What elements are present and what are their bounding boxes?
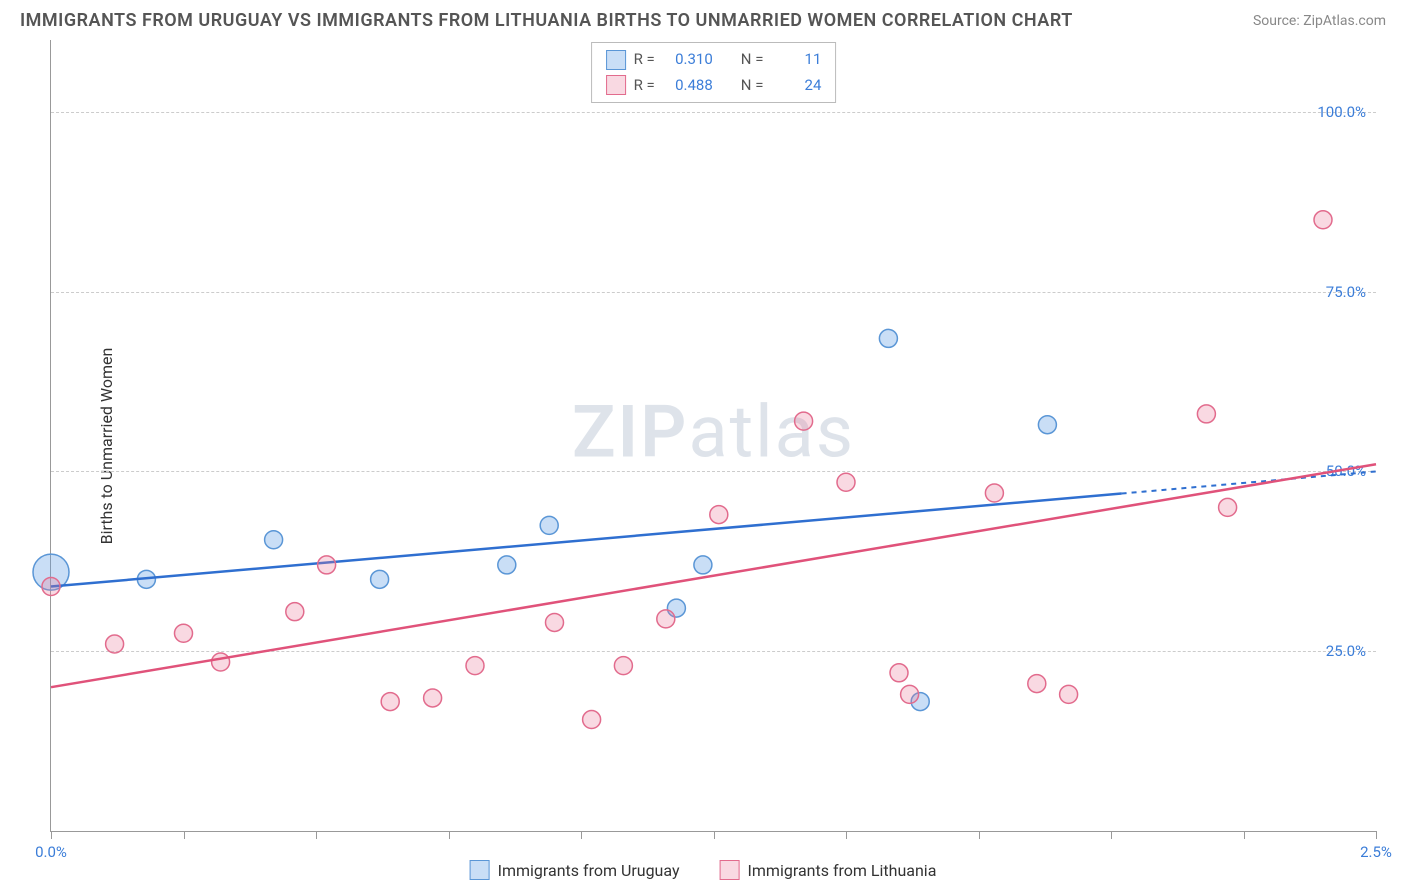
r-value-lithuania: 0.488: [663, 73, 713, 99]
n-value-lithuania: 24: [771, 73, 821, 99]
data-point: [901, 685, 919, 703]
scatter-svg: [51, 40, 1376, 831]
data-point: [106, 635, 124, 653]
data-point: [540, 516, 558, 534]
data-point: [1028, 675, 1046, 693]
legend-label-uruguay: Immigrants from Uruguay: [498, 861, 680, 880]
trend-line-extrapolated: [1122, 471, 1376, 493]
data-point: [1197, 405, 1215, 423]
data-point: [837, 473, 855, 491]
data-point: [371, 570, 389, 588]
x-tick: [449, 831, 450, 839]
data-point: [1219, 498, 1237, 516]
x-tick-label: 0.0%: [35, 843, 67, 861]
legend-item-uruguay: Immigrants from Uruguay: [470, 860, 680, 880]
data-point: [879, 329, 897, 347]
legend-row-uruguay: R = 0.310 N = 11: [606, 47, 822, 73]
data-point: [985, 484, 1003, 502]
legend-row-lithuania: R = 0.488 N = 24: [606, 73, 822, 99]
swatch-lithuania: [606, 75, 626, 95]
data-point: [498, 556, 516, 574]
data-point: [286, 603, 304, 621]
source-label: Source: ZipAtlas.com: [1253, 13, 1386, 29]
x-tick: [1244, 831, 1245, 839]
chart-title: IMMIGRANTS FROM URUGUAY VS IMMIGRANTS FR…: [20, 10, 1073, 31]
data-point: [42, 578, 60, 596]
data-point: [583, 711, 601, 729]
data-point: [1060, 685, 1078, 703]
n-label: N =: [741, 47, 764, 73]
trend-line: [51, 464, 1376, 687]
x-tick: [846, 831, 847, 839]
data-point: [212, 653, 230, 671]
data-point: [175, 624, 193, 642]
n-value-uruguay: 11: [771, 47, 821, 73]
x-tick: [714, 831, 715, 839]
data-point: [694, 556, 712, 574]
data-point: [381, 693, 399, 711]
legend-item-lithuania: Immigrants from Lithuania: [720, 860, 937, 880]
data-point: [546, 613, 564, 631]
r-label: R =: [634, 73, 655, 99]
x-tick: [316, 831, 317, 839]
trend-line: [51, 494, 1122, 587]
x-tick: [1376, 831, 1377, 839]
x-tick-label: 2.5%: [1360, 843, 1392, 861]
data-point: [466, 657, 484, 675]
x-tick: [581, 831, 582, 839]
data-point: [424, 689, 442, 707]
data-point: [614, 657, 632, 675]
legend-label-lithuania: Immigrants from Lithuania: [748, 861, 937, 880]
series-legend: Immigrants from Uruguay Immigrants from …: [470, 860, 937, 880]
swatch-uruguay: [606, 50, 626, 70]
x-tick: [51, 831, 52, 839]
data-point: [657, 610, 675, 628]
data-point: [710, 506, 728, 524]
x-tick: [1111, 831, 1112, 839]
data-point: [795, 412, 813, 430]
n-label: N =: [741, 73, 764, 99]
data-point: [1038, 416, 1056, 434]
chart-plot-area: ZIPatlas 25.0%50.0%75.0%100.0% 0.0%2.5% …: [50, 40, 1376, 832]
correlation-legend: R = 0.310 N = 11 R = 0.488 N = 24: [591, 42, 837, 103]
x-tick: [184, 831, 185, 839]
r-label: R =: [634, 47, 655, 73]
data-point: [890, 664, 908, 682]
swatch-lithuania-icon: [720, 860, 740, 880]
swatch-uruguay-icon: [470, 860, 490, 880]
data-point: [1314, 211, 1332, 229]
data-point: [265, 531, 283, 549]
data-point: [318, 556, 336, 574]
x-tick: [979, 831, 980, 839]
r-value-uruguay: 0.310: [663, 47, 713, 73]
